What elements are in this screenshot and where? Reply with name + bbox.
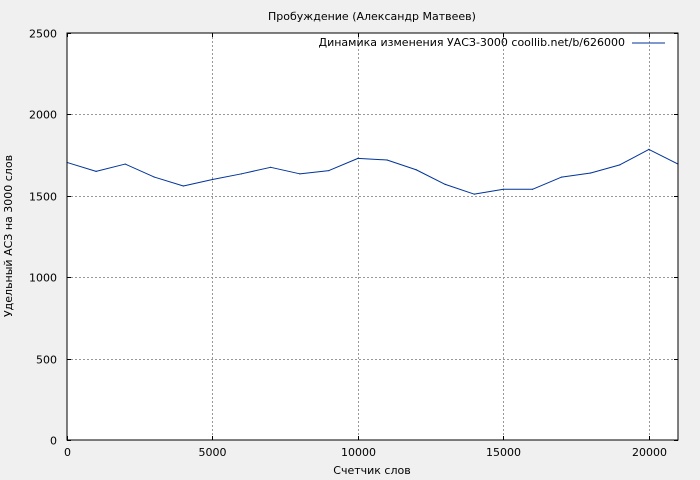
- data-point: [270, 166, 272, 168]
- chart-title: Пробуждение (Александр Матвеев): [268, 10, 476, 23]
- x-tick-label: 5000: [199, 446, 227, 459]
- data-point: [182, 185, 184, 187]
- y-tick-label: 0: [50, 435, 57, 448]
- data-point: [502, 188, 505, 190]
- y-tick-label: 1000: [29, 272, 57, 285]
- data-point: [153, 176, 155, 178]
- grid-lines: [67, 33, 678, 440]
- data-point: [328, 169, 330, 172]
- x-tick-label: 20000: [632, 446, 667, 459]
- data-point: [415, 169, 417, 171]
- data-point: [590, 172, 592, 174]
- y-tick-label: 1500: [29, 191, 57, 204]
- data-point: [95, 170, 97, 172]
- x-tick-label: 10000: [341, 446, 376, 459]
- legend: Динамика изменения УАСЗ-3000 coollib.net…: [319, 36, 665, 49]
- axis-ticks: 0 5000 10000 15000 20000 0 500 1000 1500 2000 2500: [29, 28, 678, 459]
- y-tick-label: 2500: [29, 28, 57, 41]
- data-point: [240, 173, 243, 175]
- data-point: [473, 193, 475, 195]
- data-point: [444, 183, 446, 185]
- y-tick-label: 500: [36, 354, 57, 367]
- data-point: [299, 173, 301, 175]
- x-tick-label: 0: [64, 446, 71, 459]
- series-line: [66, 148, 679, 195]
- data-point: [357, 157, 359, 159]
- y-axis-label: Удельный АСЗ на 3000 слов: [2, 155, 15, 317]
- data-point: [211, 178, 214, 181]
- x-tick-label: 15000: [486, 446, 521, 459]
- x-axis-label: Счетчик слов: [333, 464, 410, 477]
- plot-area: [67, 33, 678, 440]
- y-tick-label: 2000: [29, 109, 57, 122]
- data-point: [619, 164, 621, 166]
- data-point: [648, 148, 650, 150]
- data-point: [561, 176, 563, 178]
- data-point: [531, 188, 534, 190]
- legend-entry-label: Динамика изменения УАСЗ-3000 coollib.net…: [319, 36, 626, 49]
- plot-frame: [66, 32, 679, 441]
- data-point: [386, 159, 388, 161]
- data-point: [124, 163, 126, 165]
